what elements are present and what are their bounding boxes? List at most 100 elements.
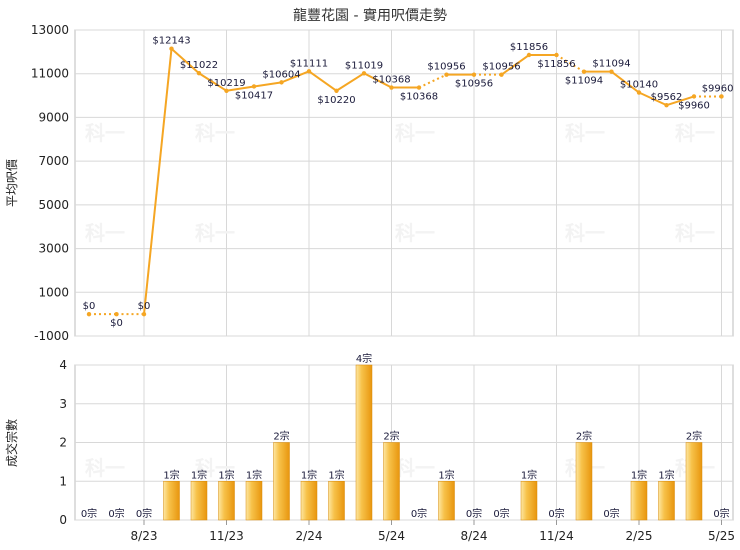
- price-point: [169, 46, 174, 51]
- price-line-segment: [253, 81, 282, 88]
- transaction-data-label: 0宗: [81, 507, 97, 520]
- watermark-text: 科一: [85, 121, 125, 145]
- x-tick-label: 2/25: [626, 529, 653, 543]
- price-line-segment: [308, 70, 338, 92]
- transaction-bar: [273, 442, 290, 521]
- transaction-data-label: 1宗: [301, 468, 317, 481]
- transaction-data-label: 1宗: [191, 468, 207, 481]
- transaction-data-label: 1宗: [163, 468, 179, 481]
- price-point: [141, 311, 147, 317]
- price-data-label: $9960: [702, 83, 734, 94]
- x-tick-label: 8/23: [131, 529, 158, 543]
- x-tick-label: 5/25: [708, 529, 735, 543]
- price-data-label: $10368: [372, 75, 410, 86]
- price-data-label: $10368: [400, 92, 438, 103]
- price-data-label: $11856: [537, 59, 575, 70]
- watermark-text: 科一: [675, 121, 715, 145]
- price-data-label: $10219: [207, 78, 245, 89]
- price-point: [554, 52, 559, 58]
- transactions-y-tick-label: 3: [59, 397, 67, 411]
- transactions-panel: 4 3 2 1 0 8/23 11/23 2/24 5/24 8/24 11/24 2/25 5/25 科…: [59, 352, 735, 543]
- price-line-segment: [610, 70, 640, 94]
- transaction-data-label: 2宗: [576, 430, 592, 443]
- watermark-text: 科一: [85, 221, 125, 245]
- price-line-segment: [170, 47, 200, 74]
- price-data-label: $10140: [620, 80, 658, 91]
- transaction-data-label: 0宗: [411, 507, 427, 520]
- price-y-axis-label: 平均呎價: [5, 159, 19, 207]
- price-point: [196, 71, 202, 76]
- price-point: [334, 88, 339, 93]
- price-data-label: $10956: [455, 79, 493, 90]
- price-y-tick-label: 9000: [38, 110, 69, 124]
- price-data-label: $10956: [427, 62, 465, 73]
- transactions-y-tick-label: 2: [59, 436, 67, 450]
- price-point: [609, 69, 614, 74]
- price-line-segment: [418, 73, 447, 89]
- price-point: [664, 102, 669, 108]
- transaction-data-label: 2宗: [273, 430, 289, 443]
- watermark-text: 科一: [195, 456, 235, 480]
- price-data-label: $10220: [317, 95, 355, 106]
- price-point: [86, 311, 92, 317]
- price-point: [636, 90, 642, 95]
- price-line-segment: [143, 48, 173, 315]
- price-data-label: $9562: [651, 92, 683, 103]
- price-y-tick-label: 1000: [38, 285, 69, 299]
- transaction-data-label: 0宗: [136, 507, 152, 520]
- price-y-tick-label: 11000: [31, 67, 69, 81]
- price-point: [224, 88, 229, 93]
- price-data-label: $11094: [592, 59, 630, 70]
- transaction-bar: [383, 442, 400, 521]
- transaction-data-label: 0宗: [493, 507, 509, 520]
- transaction-data-label: 0宗: [713, 507, 729, 520]
- transaction-bar: [630, 481, 648, 521]
- transaction-data-label: 1宗: [438, 468, 454, 481]
- transaction-data-label: 1宗: [521, 468, 537, 481]
- watermark-text: 科一: [195, 221, 235, 245]
- transaction-bar: [575, 442, 593, 521]
- transaction-data-label: 0宗: [108, 507, 124, 520]
- transaction-bar: [300, 481, 318, 521]
- watermark-text: 科一: [395, 221, 435, 245]
- transaction-data-label: 1宗: [246, 468, 262, 481]
- price-y-tick-label: 13000: [31, 23, 69, 37]
- price-point: [361, 71, 367, 76]
- price-point: [444, 72, 449, 77]
- price-point: [526, 52, 532, 58]
- price-line-segment: [226, 85, 255, 92]
- price-line-segment: [555, 54, 585, 73]
- x-tick-label: 11/23: [209, 529, 244, 543]
- price-point: [416, 85, 422, 90]
- transaction-data-label: 2宗: [383, 430, 399, 443]
- price-line-segment: [363, 72, 392, 89]
- watermark-text: 科一: [395, 121, 435, 145]
- price-y-tick-label: -1000: [34, 329, 69, 343]
- price-y-tick-label: 3000: [38, 242, 69, 256]
- transaction-data-label: 0宗: [603, 507, 619, 520]
- price-data-label: $10604: [262, 69, 300, 80]
- transaction-data-label: 0宗: [548, 507, 564, 520]
- price-line-segment: [198, 72, 228, 92]
- price-y-tick-label: 7000: [38, 154, 69, 168]
- watermark-text: 科一: [85, 456, 125, 480]
- transactions-y-axis-label: 成交宗數: [4, 419, 19, 467]
- transaction-bar: [520, 481, 538, 521]
- price-data-label: $9960: [678, 100, 710, 111]
- price-data-label: $11094: [565, 76, 603, 87]
- price-panel: 130001100090007000500030001000-1000科一 科一科…: [31, 23, 734, 343]
- transaction-bar: [190, 481, 208, 521]
- price-point: [306, 69, 312, 74]
- transaction-data-label: 0宗: [466, 507, 482, 520]
- price-data-label: $11111: [290, 58, 328, 69]
- price-line-segment: [666, 95, 695, 107]
- price-data-label: $11019: [345, 60, 383, 71]
- transaction-data-label: 1宗: [328, 468, 344, 481]
- transaction-bar: [355, 364, 373, 521]
- watermark-text: 科一: [675, 221, 715, 245]
- price-line-segment: [638, 91, 667, 107]
- price-point: [389, 85, 394, 90]
- chart-title: 龍豐花園 - 實用呎價走勢: [293, 7, 447, 24]
